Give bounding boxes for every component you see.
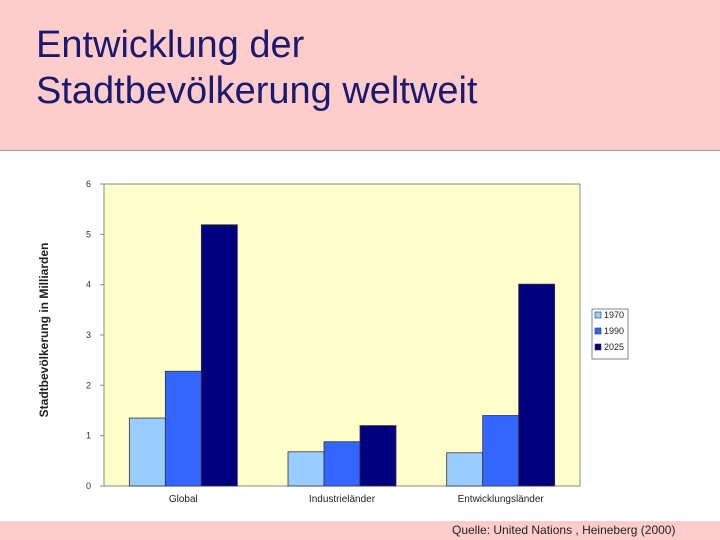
y-axis-label: Stadtbevölkerung in Milliarden [37, 242, 51, 418]
legend-swatch [594, 343, 602, 351]
x-tick-label: Global [169, 494, 198, 505]
x-tick-label: Industrieländer [309, 494, 376, 505]
legend-label: 1970 [604, 310, 624, 320]
slide-title: Entwicklung der Stadtbevölkerung weltwei… [36, 22, 696, 114]
bar [323, 441, 361, 487]
title-line-1: Entwicklung der [36, 24, 305, 66]
bar [128, 417, 166, 487]
y-tick-label: 0 [86, 481, 91, 491]
y-tick-label: 2 [86, 380, 91, 390]
y-tick-label: 5 [86, 229, 91, 239]
bar [359, 425, 397, 487]
y-tick-label: 4 [86, 280, 91, 290]
bar [287, 451, 325, 487]
y-tick-label: 3 [86, 330, 91, 340]
title-line-2: Stadtbevölkerung weltweit [36, 70, 478, 112]
y-tick-label: 1 [86, 431, 91, 441]
x-tick-label: Entwicklungsländer [458, 494, 545, 505]
source-note: Quelle: United Nations , Heineberg (2000… [452, 523, 676, 537]
bar [518, 283, 556, 487]
legend-swatch [594, 327, 602, 335]
legend-label: 1990 [604, 326, 624, 336]
legend-label: 2025 [604, 342, 624, 352]
bar [446, 452, 484, 487]
legend-swatch [594, 311, 602, 319]
y-tick-label: 6 [86, 179, 91, 189]
bar [482, 415, 520, 487]
bar [200, 224, 238, 487]
bar [164, 370, 202, 487]
